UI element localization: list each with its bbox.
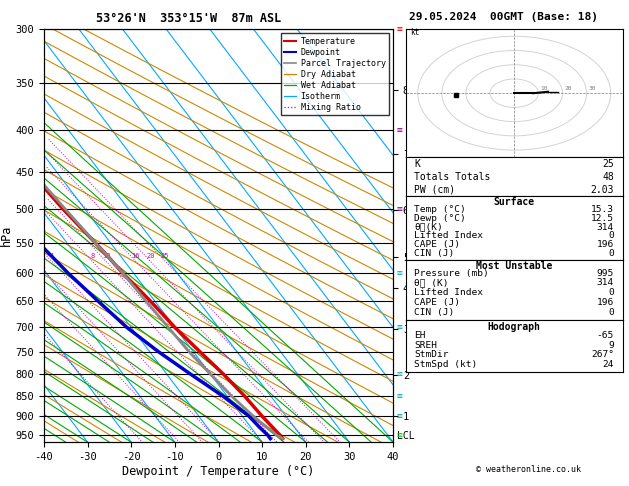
Text: CIN (J): CIN (J)	[415, 308, 455, 317]
X-axis label: Dewpoint / Temperature (°C): Dewpoint / Temperature (°C)	[123, 465, 314, 478]
Text: CIN (J): CIN (J)	[415, 249, 455, 258]
Text: CAPE (J): CAPE (J)	[415, 298, 460, 307]
Y-axis label: km
ASL: km ASL	[412, 226, 433, 245]
Text: θᴄ (K): θᴄ (K)	[415, 278, 449, 287]
Text: Dewp (°C): Dewp (°C)	[415, 214, 466, 223]
Text: Pressure (mb): Pressure (mb)	[415, 269, 489, 278]
Text: kt: kt	[411, 28, 420, 37]
Text: 24: 24	[603, 360, 614, 369]
Text: 267°: 267°	[591, 350, 614, 360]
Text: 8: 8	[90, 253, 94, 259]
Text: Hodograph: Hodograph	[487, 322, 541, 331]
Text: Most Unstable: Most Unstable	[476, 261, 552, 271]
Text: 30: 30	[589, 86, 596, 91]
Text: -65: -65	[597, 331, 614, 340]
Text: Surface: Surface	[494, 197, 535, 207]
Text: 196: 196	[597, 298, 614, 307]
Text: 0: 0	[608, 288, 614, 297]
Text: ≡: ≡	[396, 322, 402, 332]
Text: CAPE (J): CAPE (J)	[415, 240, 460, 249]
Text: © weatheronline.co.uk: © weatheronline.co.uk	[476, 465, 581, 474]
Text: ≡: ≡	[396, 268, 402, 278]
Text: 2.03: 2.03	[591, 185, 614, 195]
Text: Mixing Ratio (g/kg): Mixing Ratio (g/kg)	[421, 180, 431, 292]
Y-axis label: hPa: hPa	[0, 225, 13, 246]
Text: 20: 20	[146, 253, 155, 259]
Text: 10: 10	[102, 253, 110, 259]
Text: Temp (°C): Temp (°C)	[415, 206, 466, 214]
Text: 20: 20	[565, 86, 572, 91]
Text: StmSpd (kt): StmSpd (kt)	[415, 360, 477, 369]
Text: 53°26'N  353°15'W  87m ASL: 53°26'N 353°15'W 87m ASL	[96, 12, 281, 25]
Text: Lifted Index: Lifted Index	[415, 288, 483, 297]
Text: 314: 314	[597, 223, 614, 232]
Text: ≡: ≡	[396, 369, 402, 380]
Legend: Temperature, Dewpoint, Parcel Trajectory, Dry Adiabat, Wet Adiabat, Isotherm, Mi: Temperature, Dewpoint, Parcel Trajectory…	[281, 34, 389, 116]
Text: 15.3: 15.3	[591, 206, 614, 214]
Text: SREH: SREH	[415, 341, 437, 350]
Text: Lifted Index: Lifted Index	[415, 231, 483, 241]
Text: 16: 16	[131, 253, 140, 259]
Text: 196: 196	[597, 240, 614, 249]
Text: LCL: LCL	[398, 431, 415, 441]
Text: ≡: ≡	[396, 204, 402, 214]
Text: 0: 0	[608, 231, 614, 241]
Text: 995: 995	[597, 269, 614, 278]
Text: 9: 9	[608, 341, 614, 350]
Text: 12.5: 12.5	[591, 214, 614, 223]
Text: StmDir: StmDir	[415, 350, 449, 360]
Text: ≡: ≡	[396, 391, 402, 401]
Text: 10: 10	[541, 86, 548, 91]
Text: ≡: ≡	[396, 24, 402, 34]
Text: 48: 48	[603, 172, 614, 182]
Text: ≡: ≡	[396, 125, 402, 136]
Text: 0: 0	[608, 249, 614, 258]
Text: ≡: ≡	[396, 411, 402, 421]
Text: K: K	[415, 159, 420, 169]
Text: 314: 314	[597, 278, 614, 287]
Text: 25: 25	[603, 159, 614, 169]
Text: 29.05.2024  00GMT (Base: 18): 29.05.2024 00GMT (Base: 18)	[409, 12, 598, 22]
Text: 0: 0	[608, 308, 614, 317]
Text: 4: 4	[50, 253, 53, 259]
Text: Totals Totals: Totals Totals	[415, 172, 491, 182]
Text: ≡: ≡	[396, 430, 402, 440]
Text: EH: EH	[415, 331, 426, 340]
Text: θᴄ(K): θᴄ(K)	[415, 223, 443, 232]
Text: PW (cm): PW (cm)	[415, 185, 455, 195]
Text: 25: 25	[161, 253, 169, 259]
